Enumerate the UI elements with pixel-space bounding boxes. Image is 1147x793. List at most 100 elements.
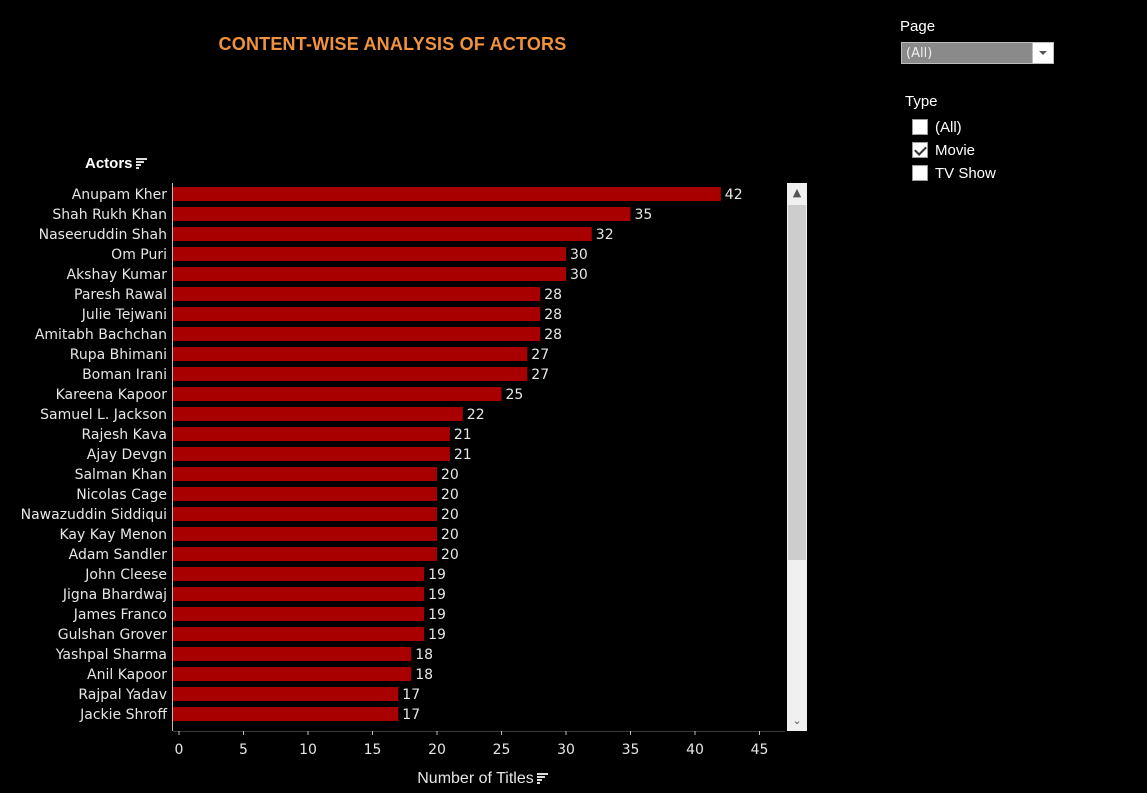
chart-title: CONTENT-WISE ANALYSIS OF ACTORS: [218, 34, 567, 54]
sort-icon[interactable]: [135, 158, 147, 169]
scroll-down-arrow-icon[interactable]: ⌄: [792, 714, 802, 727]
bar[interactable]: [173, 327, 541, 341]
bar[interactable]: [173, 527, 437, 541]
bar[interactable]: [173, 567, 425, 581]
bar[interactable]: [173, 487, 437, 501]
bar[interactable]: [173, 207, 631, 221]
category-label[interactable]: Om Puri: [111, 247, 167, 263]
category-label[interactable]: Julie Tejwani: [81, 307, 167, 323]
bar[interactable]: [173, 687, 399, 701]
category-label[interactable]: Amitabh Bachchan: [35, 327, 167, 343]
category-label[interactable]: Gulshan Grover: [58, 627, 167, 643]
category-label[interactable]: Anupam Kher: [72, 187, 168, 203]
page-filter-value: (All): [906, 46, 933, 61]
page-filter-dropdown[interactable]: (All): [901, 42, 1054, 64]
category-label[interactable]: Boman Irani: [82, 367, 167, 383]
type-option-label: Movie: [935, 141, 976, 159]
x-tick-label: 35: [622, 742, 640, 758]
plot-area: Anupam Kher 42 Shah Rukh Khan 35 Naseeruddin…: [0, 183, 790, 731]
bar[interactable]: [173, 247, 566, 261]
bar[interactable]: [173, 367, 528, 381]
bar[interactable]: [173, 407, 463, 421]
category-label[interactable]: Adam Sandler: [69, 547, 168, 563]
bar[interactable]: [173, 667, 412, 681]
data-label: 35: [635, 207, 653, 223]
bar[interactable]: [173, 467, 437, 481]
category-label[interactable]: Kay Kay Menon: [59, 527, 167, 543]
bar[interactable]: [173, 187, 721, 201]
category-label[interactable]: Jackie Shroff: [79, 707, 167, 723]
bar[interactable]: [173, 447, 450, 461]
data-label: 21: [454, 427, 472, 443]
x-axis-title[interactable]: Number of Titles: [0, 770, 965, 788]
bar[interactable]: [173, 547, 437, 561]
category-label[interactable]: Kareena Kapoor: [56, 387, 168, 403]
data-label: 42: [725, 187, 743, 203]
category-label[interactable]: Akshay Kumar: [67, 267, 168, 283]
data-label: 19: [428, 607, 446, 623]
x-tick-label: 40: [686, 742, 704, 758]
row-header-actors[interactable]: Actors: [85, 155, 147, 172]
data-label: 19: [428, 567, 446, 583]
checkbox-tv-show[interactable]: [912, 165, 928, 181]
data-label: 20: [441, 487, 459, 503]
data-label: 18: [415, 667, 433, 683]
category-label[interactable]: Ajay Devgn: [87, 447, 167, 463]
category-label[interactable]: Anil Kapoor: [87, 667, 167, 683]
checkbox-all[interactable]: [912, 119, 928, 135]
x-tick-label: 25: [493, 742, 511, 758]
data-label: 19: [428, 587, 446, 603]
bar-chart: Anupam Kher 42 Shah Rukh Khan 35 Naseeruddin…: [21, 183, 743, 731]
type-option-tv-show[interactable]: TV Show: [912, 164, 996, 182]
scroll-up-arrow-icon[interactable]: ▲: [792, 186, 802, 199]
data-label: 20: [441, 507, 459, 523]
data-label: 18: [415, 647, 433, 663]
data-label: 20: [441, 467, 459, 483]
category-label[interactable]: Yashpal Sharma: [55, 647, 167, 663]
type-option-all[interactable]: (All): [912, 118, 962, 136]
x-tick-label: 20: [428, 742, 446, 758]
bar[interactable]: [173, 707, 399, 721]
row-header-label: Actors: [85, 155, 133, 172]
category-label[interactable]: Nawazuddin Siddiqui: [21, 507, 167, 523]
data-label: 27: [531, 367, 549, 383]
bar[interactable]: [173, 627, 425, 641]
category-label[interactable]: Rajpal Yadav: [78, 687, 167, 703]
checkbox-movie[interactable]: [912, 142, 928, 158]
bar[interactable]: [173, 507, 437, 521]
x-tick-label: 30: [557, 742, 575, 758]
page-filter-label: Page: [900, 18, 936, 35]
category-label[interactable]: Jigna Bhardwaj: [62, 587, 167, 603]
type-option-movie[interactable]: Movie: [912, 141, 975, 159]
category-label[interactable]: John Cleese: [84, 567, 167, 583]
bar[interactable]: [173, 267, 566, 281]
data-label: 28: [544, 307, 562, 323]
vertical-scrollbar[interactable]: ▲ ⌄: [787, 183, 807, 731]
x-axis: 0 5 10 15 20 25 30 35 40 45: [173, 731, 785, 758]
category-label[interactable]: Shah Rukh Khan: [52, 207, 167, 223]
bar[interactable]: [173, 347, 528, 361]
category-label[interactable]: Samuel L. Jackson: [40, 407, 167, 423]
category-label[interactable]: Paresh Rawal: [74, 287, 167, 303]
bar[interactable]: [173, 587, 425, 601]
bar[interactable]: [173, 607, 425, 621]
category-label[interactable]: James Franco: [73, 607, 167, 623]
category-label[interactable]: Rupa Bhimani: [70, 347, 167, 363]
scroll-thumb[interactable]: [788, 205, 806, 560]
bar[interactable]: [173, 427, 450, 441]
x-tick-label: 45: [751, 742, 769, 758]
category-label[interactable]: Nicolas Cage: [76, 487, 167, 503]
bar[interactable]: [173, 227, 592, 241]
category-label[interactable]: Rajesh Kava: [82, 427, 168, 443]
bar[interactable]: [173, 307, 541, 321]
category-label[interactable]: Naseeruddin Shah: [39, 227, 167, 243]
data-label: 28: [544, 327, 562, 343]
category-label[interactable]: Salman Khan: [75, 467, 167, 483]
bar[interactable]: [173, 387, 502, 401]
bar[interactable]: [173, 287, 541, 301]
data-label: 17: [402, 707, 420, 723]
bar[interactable]: [173, 647, 412, 661]
data-label: 22: [467, 407, 485, 423]
sort-icon[interactable]: [536, 773, 548, 784]
chevron-down-icon[interactable]: [1032, 43, 1053, 63]
